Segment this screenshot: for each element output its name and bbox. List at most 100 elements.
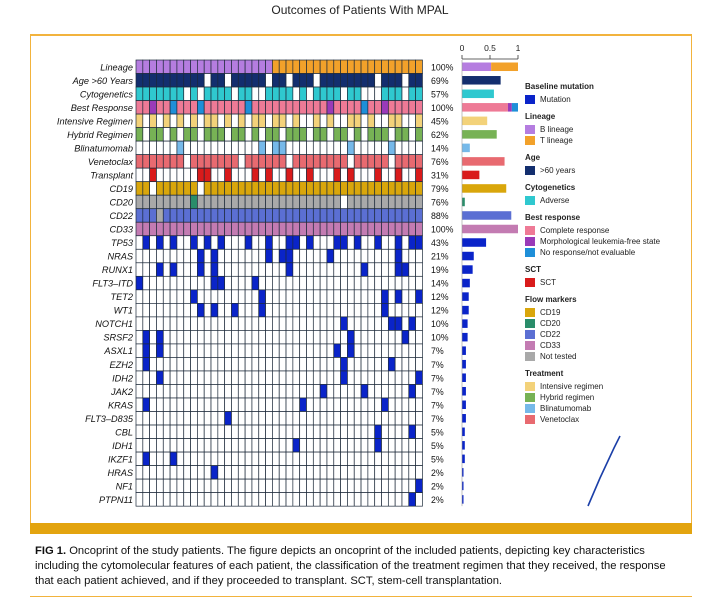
row-label: TP53 [111,238,134,248]
legend-swatch [525,277,535,287]
row-percentage: 100% [431,62,454,72]
legend-group: Lineage B lineage T lineage [525,112,695,145]
legend-item: T lineage [525,135,695,145]
row-label: NRAS [107,252,133,262]
legend-swatch [525,381,535,391]
row-percentage: 5% [431,427,444,437]
row-label: CD19 [110,184,134,194]
row-frequency-bar [462,116,488,126]
row-label: FLT3–D835 [85,414,134,424]
row-percentage: 7% [431,360,444,370]
legend-swatch [525,165,535,175]
legend-label: Mutation [540,94,571,104]
legend-swatch [525,247,535,257]
left-rule [30,34,31,524]
row-label: NF1 [116,481,133,491]
row-label: IKZF1 [108,454,133,464]
row-label: Transplant [90,170,133,180]
legend-group: Flow markers CD19 CD20 CD22 CD33 Not tested [525,295,695,361]
legend-swatch [525,318,535,328]
legend-label: SCT [540,277,556,287]
row-label: CD33 [110,225,134,235]
row-percentage: 5% [431,454,444,464]
row-frequency-bar [462,346,466,355]
row-percentage: 7% [431,387,444,397]
legend-item: Complete response [525,225,695,235]
row-frequency-bar [462,184,507,193]
legend-group-title: Best response [525,213,581,222]
row-frequency-bar [462,292,469,301]
legend-item: CD19 [525,307,695,317]
legend-label: No response/not evaluable [540,247,636,257]
row-frequency-bar [462,157,505,166]
legend-label: T lineage [540,135,573,145]
row-frequency-bar [462,89,494,99]
row-frequency-bar [462,400,466,410]
row-percentage: 76% [431,157,449,167]
legend-item: CD33 [525,340,695,350]
row-label: Blinatumomab [74,143,133,153]
row-label: CD20 [110,198,134,208]
legend-group: Cytogenetics Adverse [525,183,695,205]
legend-label: CD22 [540,329,561,339]
row-label: Lineage [100,62,133,72]
row-frequency-bar [462,414,466,423]
row-label: EZH2 [110,360,134,370]
row-frequency-bar [462,359,466,369]
row-frequency-bar [491,62,518,72]
legend-label: Complete response [540,225,610,235]
legend-item: Not tested [525,351,695,361]
legend-swatch [525,236,535,246]
row-percentage: 7% [431,414,444,424]
legend-item: Blinatumomab [525,403,695,413]
row-label: Hybrid Regimen [67,130,133,140]
row-percentage: 19% [431,265,449,275]
oncoprint-cell [415,492,423,507]
axis-tick-label: 0 [460,43,465,53]
row-frequency-bar [462,373,466,382]
row-frequency-bar [462,386,466,396]
row-frequency-bar [462,197,465,207]
legend-item: SCT [525,277,695,287]
legend-item: Mutation [525,94,695,104]
row-frequency-bar [462,305,469,315]
legend-swatch [525,392,535,402]
row-percentage: 10% [431,333,449,343]
legend-group: Age >60 years [525,153,695,175]
legend-item: CD22 [525,329,695,339]
legend-group-title: Cytogenetics [525,183,576,192]
row-percentage: 79% [431,184,449,194]
legend-label: Blinatumomab [540,403,592,413]
legend-group-title: Lineage [525,112,556,121]
legend-label: Not tested [540,351,577,361]
row-label: Best Response [71,103,133,113]
legend-label: CD20 [540,318,561,328]
legend-label: >60 years [540,165,576,175]
row-label: JAK2 [110,387,133,397]
row-label: RUNX1 [102,265,133,275]
legend-item: CD20 [525,318,695,328]
row-label: Cytogenetics [80,89,134,99]
row-frequency-bar [507,103,512,112]
legend-item: Morphological leukemia-free state [525,236,695,246]
row-frequency-bar [462,319,468,328]
legend-label: Intensive regimen [540,381,604,391]
figure-caption: FIG 1. Oncoprint of the study patients. … [35,544,687,589]
row-percentage: 45% [431,116,449,126]
axis-tick-label: 0.5 [484,43,496,53]
legend-label: Hybrid regimen [540,392,595,402]
caption-rule [30,596,692,597]
legend-group: SCT SCT [525,265,695,287]
legend-item: >60 years [525,165,695,175]
row-label: TET2 [111,292,133,302]
legend-swatch [525,403,535,413]
legend-swatch [525,225,535,235]
row-label: Age >60 Years [72,76,134,86]
legend-label: B lineage [540,124,574,134]
axis-tick-label: 1 [516,43,521,53]
legend-label: Adverse [540,195,570,205]
row-percentage: 100% [431,103,454,113]
row-frequency-bar [462,130,497,139]
row-frequency-bar [511,103,518,112]
legend-group: Baseline mutation Mutation [525,82,695,104]
